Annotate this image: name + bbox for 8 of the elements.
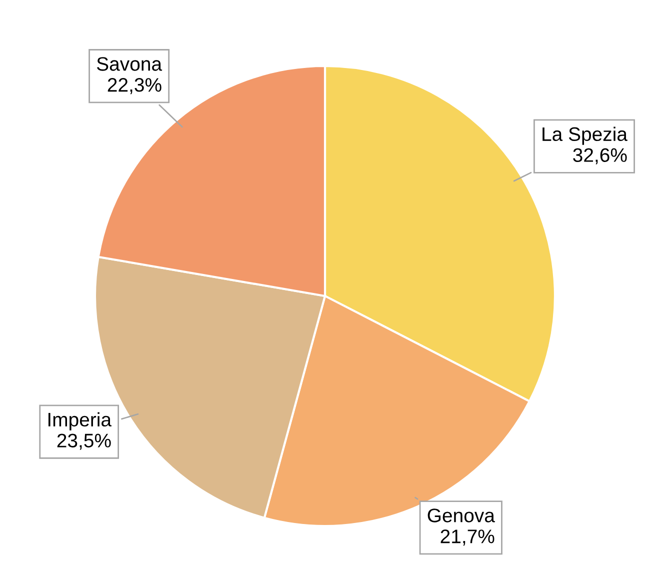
slice-label: La Spezia <box>542 126 628 145</box>
slice-label: Genova <box>428 508 495 522</box>
slice-label: Imperia <box>48 412 112 430</box>
data-label: 23,5% <box>57 434 111 450</box>
data-label: 32,6% <box>573 148 627 164</box>
data-label: 22,3% <box>108 78 162 94</box>
slice-label: Savona <box>96 57 162 71</box>
data-label: 21,7% <box>440 530 494 546</box>
